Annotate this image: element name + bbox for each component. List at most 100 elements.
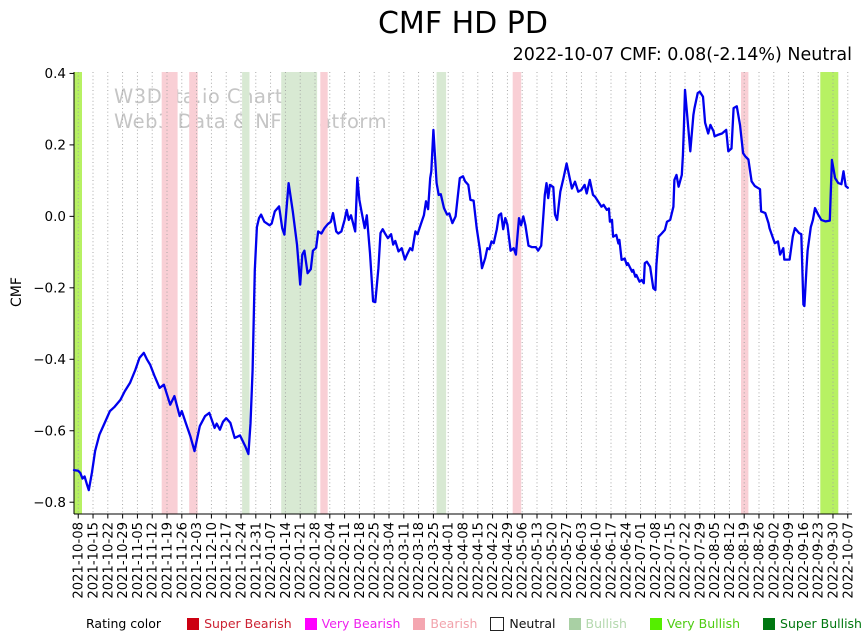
legend-title: Rating color bbox=[86, 616, 162, 631]
legend-swatch bbox=[304, 617, 317, 630]
y-tick-label: −0.4 bbox=[33, 352, 66, 368]
y-tick-label: −0.8 bbox=[33, 495, 66, 511]
legend-swatch bbox=[649, 617, 662, 630]
x-tick-label: 2022-04-22 bbox=[486, 522, 501, 599]
x-tick-label: 2022-04-08 bbox=[457, 522, 472, 599]
x-tick-label: 2022-03-25 bbox=[427, 522, 442, 599]
x-tick-label: 2022-10-07 bbox=[841, 522, 856, 599]
rating-band-very_bullish bbox=[74, 72, 82, 514]
y-axis-title: CMF bbox=[9, 277, 25, 307]
rating-band-bullish bbox=[436, 72, 447, 514]
x-tick-label: 2022-02-25 bbox=[368, 522, 383, 599]
x-tick-label: 2022-01-07 bbox=[264, 522, 279, 599]
x-tick-label: 2022-08-12 bbox=[723, 522, 738, 599]
y-tick-label: −0.2 bbox=[33, 281, 66, 297]
x-tick-label: 2022-09-23 bbox=[812, 522, 827, 599]
watermark-line-1: W3Data.io Chart bbox=[114, 85, 284, 108]
x-tick-label: 2022-09-09 bbox=[782, 522, 797, 599]
x-tick-label: 2022-09-30 bbox=[826, 522, 841, 599]
y-tick-label: 0.4 bbox=[45, 66, 66, 82]
x-tick-label: 2022-08-19 bbox=[738, 522, 753, 599]
x-tick-label: 2021-11-12 bbox=[146, 522, 161, 599]
x-tick-label: 2022-07-22 bbox=[678, 522, 693, 599]
rating-band-bearish bbox=[189, 72, 198, 514]
x-tick-label: 2022-06-03 bbox=[575, 522, 590, 599]
x-tick-label: 2021-11-19 bbox=[161, 522, 176, 599]
y-tick-label: −0.6 bbox=[33, 424, 66, 440]
y-tick-label: 0.0 bbox=[45, 209, 66, 225]
rating-band-bearish bbox=[161, 72, 178, 514]
x-tick-label: 2021-10-15 bbox=[87, 522, 102, 599]
x-tick-label: 2022-06-10 bbox=[590, 522, 605, 599]
x-tick-label: 2022-08-26 bbox=[752, 522, 767, 599]
rating-band-bearish bbox=[320, 72, 328, 514]
x-tick-label: 2021-10-08 bbox=[72, 522, 87, 599]
x-tick-label: 2022-08-05 bbox=[708, 522, 723, 599]
x-tick-label: 2022-06-24 bbox=[619, 522, 634, 599]
legend-item-neutral: Neutral bbox=[490, 616, 556, 631]
legend-item-label: Super Bearish bbox=[204, 616, 292, 631]
legend-swatch bbox=[413, 617, 426, 630]
legend-swatch bbox=[187, 617, 200, 630]
x-tick-label: 2022-01-21 bbox=[294, 522, 309, 599]
x-tick-label: 2022-09-02 bbox=[767, 522, 782, 599]
legend-item-label: Neutral bbox=[509, 616, 556, 631]
rating-band-bullish bbox=[242, 72, 250, 514]
cmf-line-series bbox=[72, 88, 849, 492]
x-tick-label: 2022-07-01 bbox=[634, 522, 649, 599]
x-tick-label: 2022-07-08 bbox=[649, 522, 664, 599]
legend-item-label: Bullish bbox=[585, 616, 627, 631]
y-tick-label: 0.2 bbox=[45, 138, 66, 154]
x-tick-label: 2021-10-22 bbox=[101, 522, 116, 599]
x-tick-label: 2022-03-18 bbox=[412, 522, 427, 599]
x-tick-label: 2022-07-29 bbox=[693, 522, 708, 599]
legend-item-label: Very Bullish bbox=[666, 616, 741, 631]
chart-subtitle: 2022-10-07 CMF: 0.08(-2.14%) Neutral bbox=[512, 45, 852, 65]
x-tick-label: 2022-09-16 bbox=[797, 522, 812, 599]
x-tick-label: 2022-06-17 bbox=[604, 522, 619, 599]
rating-band-bearish bbox=[512, 72, 522, 514]
x-tick-label: 2022-02-04 bbox=[323, 522, 338, 599]
x-tick-label: 2022-02-18 bbox=[353, 522, 368, 599]
x-tick-label: 2022-01-14 bbox=[279, 522, 294, 599]
legend-swatch bbox=[490, 616, 505, 631]
x-tick-label: 2021-12-24 bbox=[235, 522, 250, 599]
chart-title: CMF HD PD bbox=[377, 6, 548, 41]
legend-item-bearish: Bearish bbox=[413, 616, 477, 631]
x-tick-label: 2022-04-01 bbox=[442, 522, 457, 599]
legend-item-very-bullish: Very Bullish bbox=[649, 616, 741, 631]
x-tick-label: 2022-05-13 bbox=[530, 522, 545, 599]
x-tick-label: 2021-11-26 bbox=[175, 522, 190, 599]
x-tick-label: 2022-05-27 bbox=[560, 522, 575, 599]
x-tick-label: 2022-05-06 bbox=[516, 522, 531, 599]
legend-swatch bbox=[568, 617, 581, 630]
rating-band-very_bullish bbox=[820, 72, 839, 514]
x-tick-label: 2022-02-11 bbox=[338, 522, 353, 599]
x-tick-label: 2021-12-10 bbox=[205, 522, 220, 599]
x-tick-label: 2022-03-11 bbox=[397, 522, 412, 599]
rating-band-bullish bbox=[281, 72, 318, 514]
legend-swatch bbox=[763, 617, 776, 630]
legend-item-bullish: Bullish bbox=[568, 616, 627, 631]
x-tick-label: 2021-10-29 bbox=[116, 522, 131, 599]
x-tick-label: 2022-04-29 bbox=[501, 522, 516, 599]
x-tick-label: 2022-03-04 bbox=[383, 522, 398, 599]
rating-band-bearish bbox=[741, 72, 749, 514]
legend-item-label: Super Bullish bbox=[780, 616, 862, 631]
x-tick-label: 2021-12-03 bbox=[190, 522, 205, 599]
legend-item-super-bullish: Super Bullish bbox=[763, 616, 862, 631]
legend-item-label: Very Bearish bbox=[321, 616, 401, 631]
x-tick-label: 2022-05-20 bbox=[545, 522, 560, 599]
rating-legend: Rating color Super Bearish Very Bearish Be… bbox=[86, 616, 862, 631]
x-tick-label: 2022-01-28 bbox=[309, 522, 324, 599]
x-tick-label: 2021-12-31 bbox=[249, 522, 264, 599]
legend-item-label: Bearish bbox=[430, 616, 478, 631]
x-tick-label: 2022-04-15 bbox=[471, 522, 486, 599]
x-tick-label: 2021-11-05 bbox=[131, 522, 146, 599]
x-tick-label: 2021-12-17 bbox=[220, 522, 235, 599]
legend-item-very-bearish: Very Bearish bbox=[304, 616, 401, 631]
legend-item-super-bearish: Super Bearish bbox=[187, 616, 292, 631]
x-tick-label: 2022-07-15 bbox=[664, 522, 679, 599]
